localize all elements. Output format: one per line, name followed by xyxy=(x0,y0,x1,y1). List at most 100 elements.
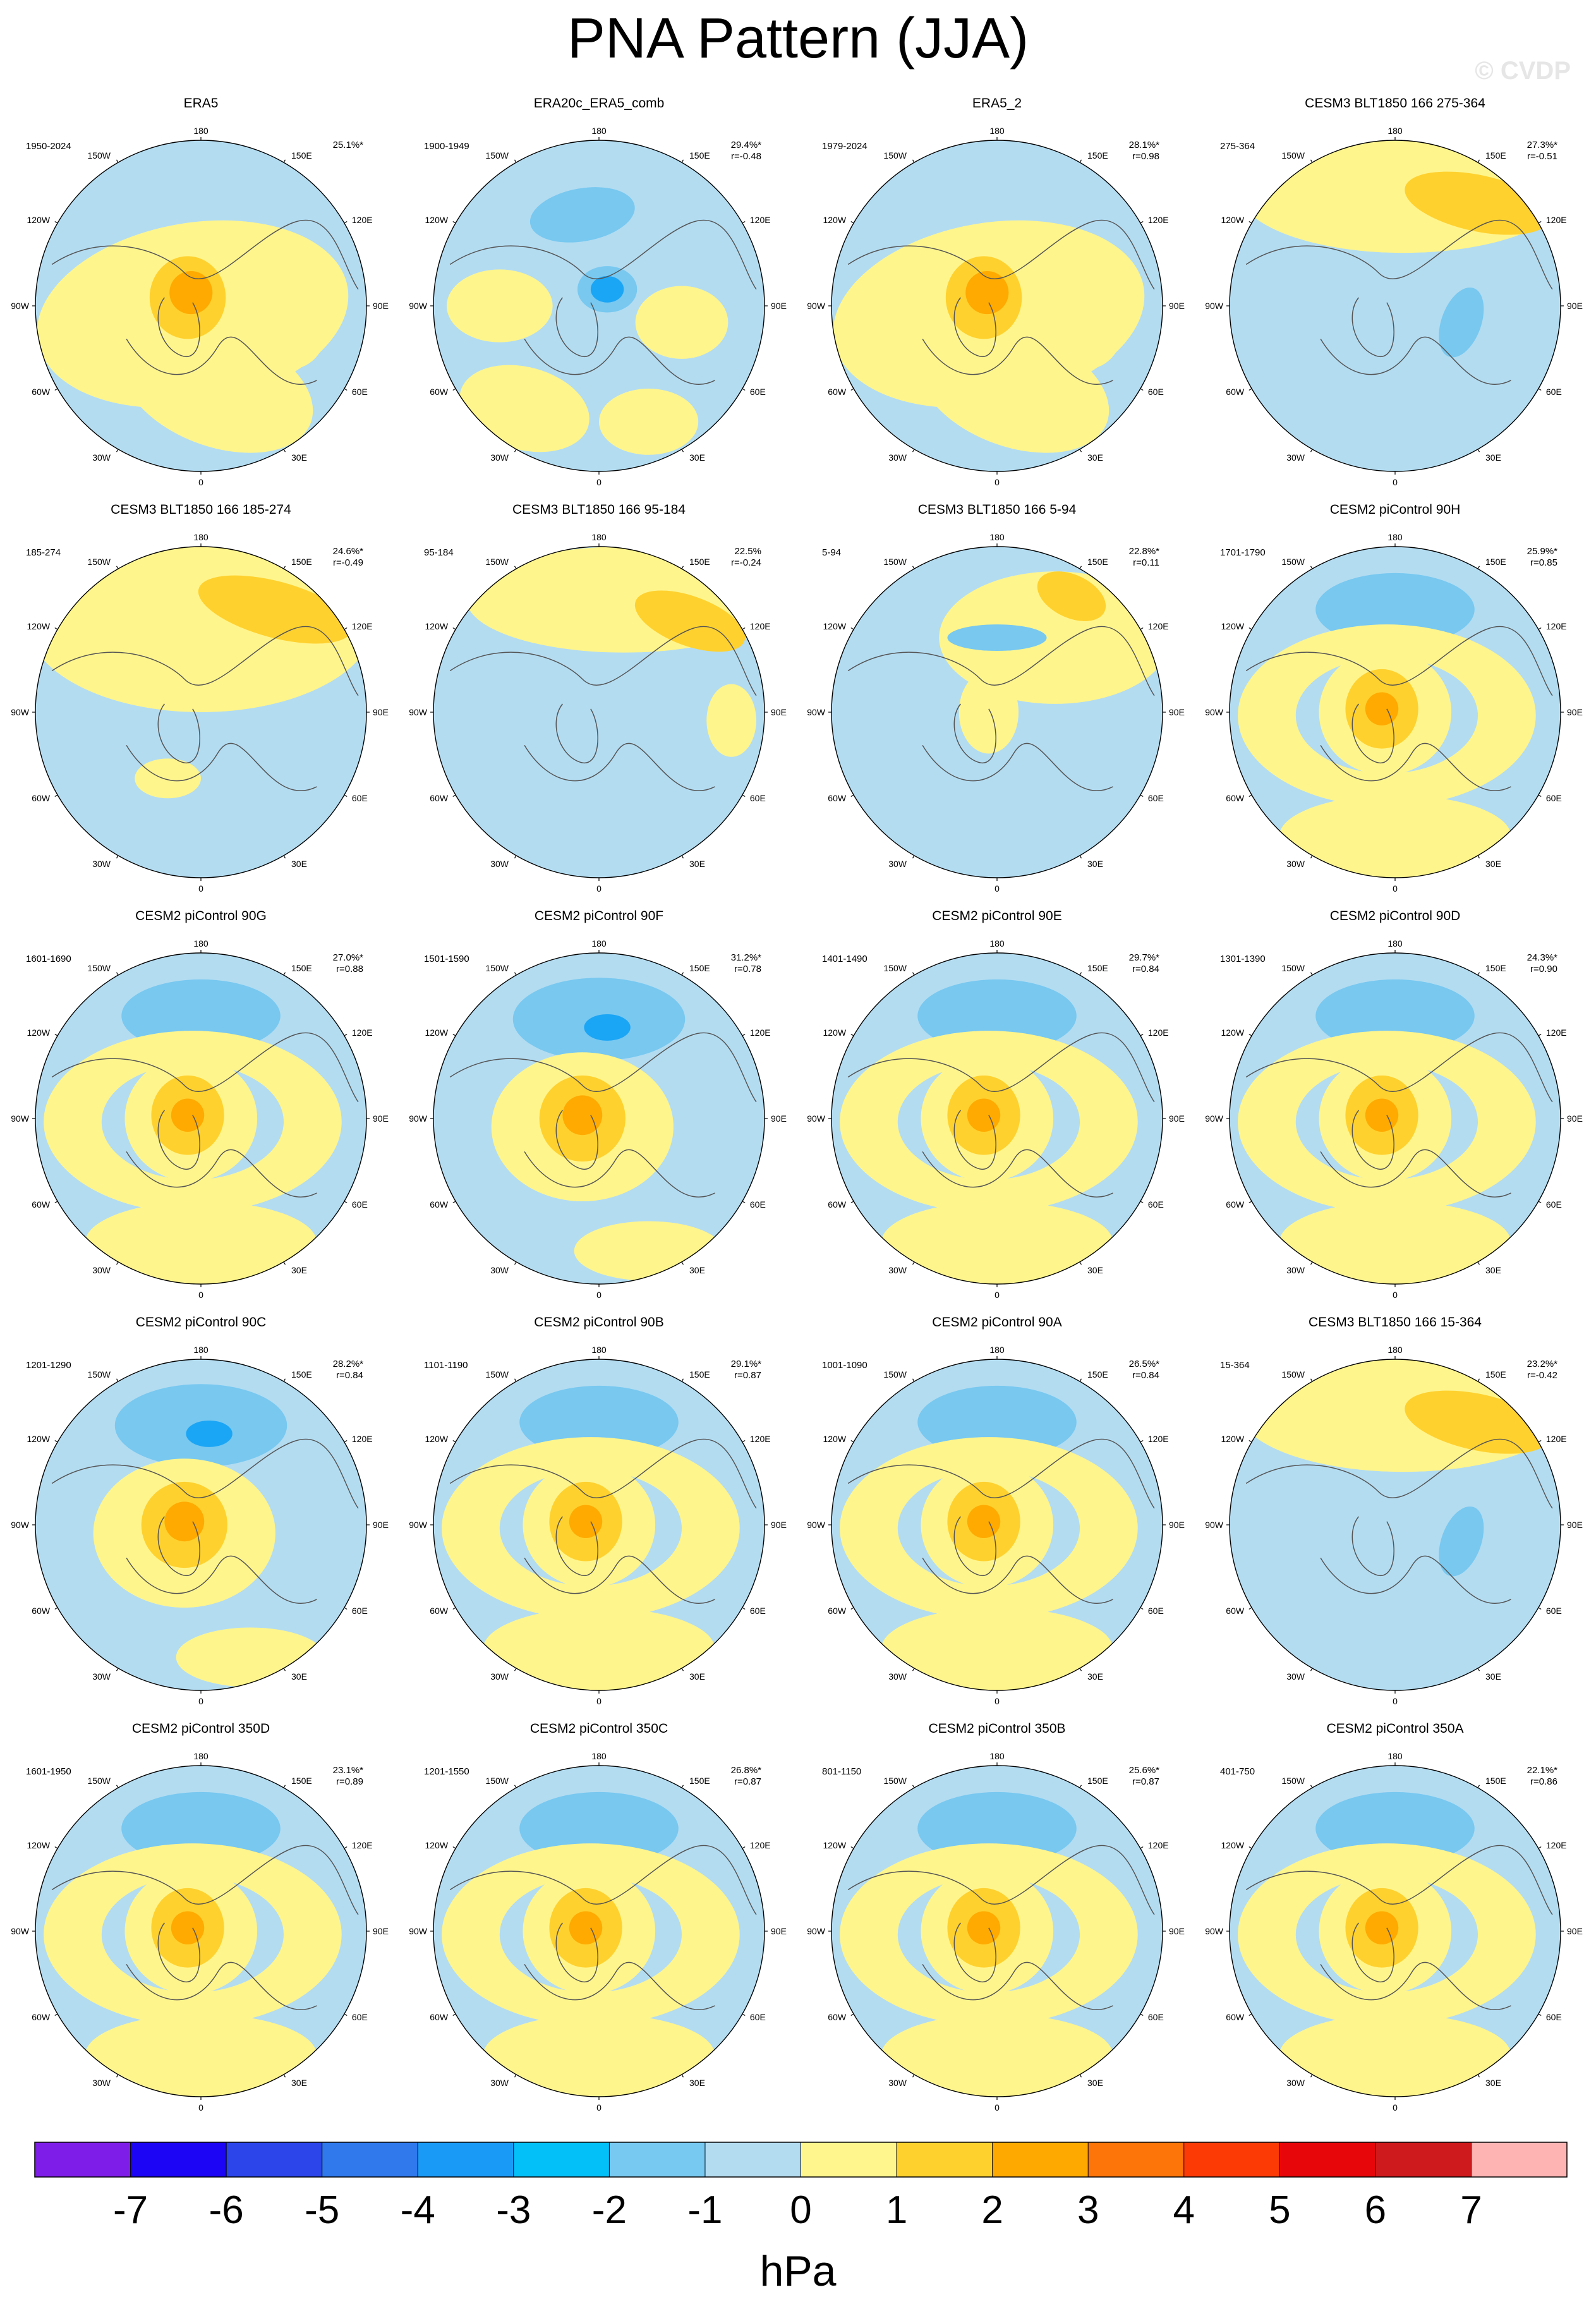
lon-label: 60E xyxy=(1148,387,1164,397)
watermark: © CVDP xyxy=(1475,57,1571,85)
coastline-north xyxy=(847,1032,1155,1103)
contour-yellow xyxy=(122,324,313,453)
panel-correlation: r=-0.49 xyxy=(333,557,363,568)
lon-tick xyxy=(681,159,684,163)
lon-tick xyxy=(54,794,58,797)
coastline-greenland xyxy=(157,703,200,764)
lon-label: 180 xyxy=(591,938,607,949)
coastlines xyxy=(449,1845,757,2011)
lon-tick xyxy=(344,1201,348,1204)
coastline-south xyxy=(922,1149,1113,1198)
map-panel: 180 0 150W 150E 120W 120E 90W 90E 60W 60E 30W 30E CE… xyxy=(1205,909,1583,1300)
lon-tick xyxy=(681,449,684,452)
contour-dark_orange xyxy=(1365,1911,1399,1944)
panel-title: CESM3 BLT1850 166 95-184 xyxy=(512,502,686,517)
contour-yellow xyxy=(1051,276,1125,369)
lon-label: 180 xyxy=(193,938,209,949)
coastline-south xyxy=(922,1555,1113,1604)
lon-label: 30E xyxy=(291,452,307,463)
lon-label: 90W xyxy=(409,1520,428,1530)
lon-label: 60E xyxy=(352,2012,368,2022)
lon-tick xyxy=(1310,1261,1313,1265)
coastline-south xyxy=(922,743,1113,792)
lon-label: 180 xyxy=(1387,1345,1403,1355)
lon-tick xyxy=(1477,1378,1480,1382)
lon-label: 180 xyxy=(1387,126,1403,136)
panel-title: CESM2 piControl 90G xyxy=(135,909,267,923)
map-panel: 180 0 150W 150E 120W 120E 90W 90E 60W 60E 30W 30E CE… xyxy=(11,909,389,1300)
lon-tick xyxy=(1538,2013,1542,2016)
lon-tick xyxy=(1538,1607,1542,1610)
lon-label: 120E xyxy=(1546,215,1567,225)
lon-tick xyxy=(344,1846,348,1849)
panel-correlation: r=0.89 xyxy=(336,1776,363,1787)
coastline-south xyxy=(922,336,1113,385)
lon-tick xyxy=(452,1440,456,1443)
coastline-greenland xyxy=(555,297,598,358)
lon-label: 150W xyxy=(485,963,509,973)
lon-tick xyxy=(116,2074,119,2078)
panel-title: CESM2 piControl 90D xyxy=(1330,909,1461,923)
panel-period: 5-94 xyxy=(822,547,841,558)
coastline-south xyxy=(1320,1555,1511,1604)
panel-title: CESM2 piControl 350A xyxy=(1326,1721,1463,1736)
lon-label: 90E xyxy=(1567,1926,1583,1936)
lon-label: 90W xyxy=(1205,707,1224,717)
lon-tick xyxy=(54,1846,58,1849)
lon-label: 60E xyxy=(1546,387,1562,397)
anomaly-contours xyxy=(1238,1792,1536,2097)
contour-yellow xyxy=(483,2014,715,2097)
contour-dark_orange xyxy=(171,1911,205,1944)
lon-tick xyxy=(742,388,746,391)
lon-tick xyxy=(742,1201,746,1204)
lon-label: 150E xyxy=(1087,150,1108,161)
lon-label: 120E xyxy=(352,215,373,225)
panel-correlation: r=0.78 xyxy=(734,964,761,974)
lon-label: 30W xyxy=(490,859,509,869)
coastline-greenland xyxy=(555,1516,598,1577)
lon-label: 120E xyxy=(1148,621,1169,631)
anomaly-contours xyxy=(35,547,366,799)
coastline-north xyxy=(449,626,757,696)
contour-yellow xyxy=(135,758,201,799)
lon-label: 120E xyxy=(750,621,771,631)
lon-tick xyxy=(1140,2013,1144,2016)
lon-tick xyxy=(1248,1607,1252,1610)
lon-label: 150E xyxy=(291,150,312,161)
lon-label: 0 xyxy=(994,883,1000,894)
lon-label: 60E xyxy=(352,1199,368,1210)
lon-label: 180 xyxy=(989,1751,1005,1761)
panel-title: CESM3 BLT1850 166 185-274 xyxy=(111,502,291,517)
panel-correlation: r=-0.42 xyxy=(1527,1370,1557,1381)
lon-label: 30W xyxy=(490,1671,509,1682)
map-panel: 180 0 150W 150E 120W 120E 90W 90E 60W 60E 30W 30E CE… xyxy=(1205,502,1583,894)
lon-label: 150E xyxy=(291,1369,312,1379)
lon-label: 30W xyxy=(490,2078,509,2088)
coastline-north xyxy=(1245,1032,1553,1103)
lon-label: 120E xyxy=(750,1434,771,1444)
lon-label: 120W xyxy=(823,215,847,225)
lon-tick xyxy=(116,1785,119,1788)
lon-label: 30E xyxy=(291,2078,307,2088)
coastline-south xyxy=(524,336,715,385)
coastline-greenland xyxy=(157,1922,200,1983)
panel-period: 1601-1950 xyxy=(26,1766,71,1777)
lon-label: 150E xyxy=(1485,1776,1506,1786)
lon-label: 30W xyxy=(1286,859,1305,869)
map-panel: 180 0 150W 150E 120W 120E 90W 90E 60W 60E 30W 30E CE… xyxy=(409,909,787,1300)
lon-label: 60W xyxy=(430,1199,449,1210)
lon-tick xyxy=(1477,566,1480,569)
panel-variance: 29.7%* xyxy=(1129,952,1160,963)
contour-yellow xyxy=(939,571,1163,704)
panel-title: CESM2 piControl 90H xyxy=(1330,502,1461,517)
coastlines xyxy=(1245,1438,1553,1604)
lon-label: 120W xyxy=(1221,1434,1245,1444)
panel-variance: 22.5% xyxy=(734,546,761,557)
lon-label: 90E xyxy=(1567,301,1583,311)
contour-blue xyxy=(1439,1506,1484,1577)
panel-title: CESM2 piControl 90B xyxy=(534,1315,663,1330)
lon-tick xyxy=(344,627,348,630)
lon-tick xyxy=(681,855,684,859)
lon-label: 120E xyxy=(1148,215,1169,225)
panel-variance: 24.3%* xyxy=(1527,952,1558,963)
